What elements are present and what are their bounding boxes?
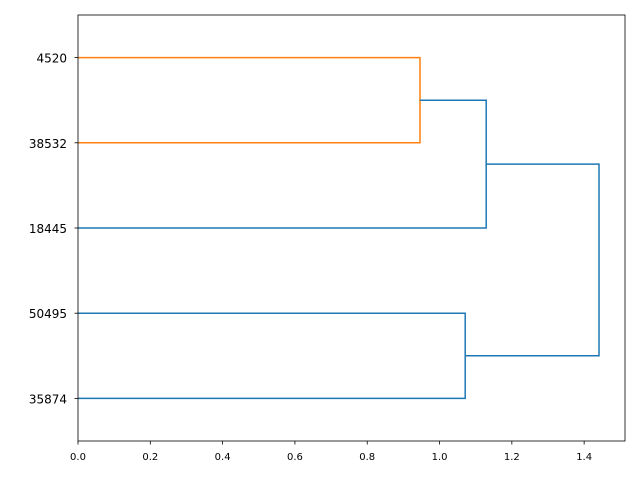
leaf-label: 50495 <box>29 307 67 321</box>
x-tick-label: 0.4 <box>215 452 231 463</box>
x-tick-label: 0.6 <box>287 452 303 463</box>
x-tick-label: 0.2 <box>142 452 158 463</box>
dendrogram-link-3 <box>78 312 466 400</box>
x-tick-label: 1.4 <box>576 452 592 463</box>
leaf-label: 35874 <box>29 392 67 406</box>
dendrogram-link-1 <box>78 56 421 144</box>
dendrogram-link-4 <box>465 163 600 357</box>
leaf-label: 18445 <box>29 222 67 236</box>
x-tick-label: 1.0 <box>432 452 448 463</box>
leaf-label: 4520 <box>36 52 67 66</box>
x-tick-label: 0.8 <box>359 452 375 463</box>
leaf-label: 38532 <box>29 137 67 151</box>
dendrogram-link-2 <box>78 99 487 229</box>
x-tick-label: 0.0 <box>70 452 86 463</box>
x-tick-label: 1.2 <box>504 452 520 463</box>
